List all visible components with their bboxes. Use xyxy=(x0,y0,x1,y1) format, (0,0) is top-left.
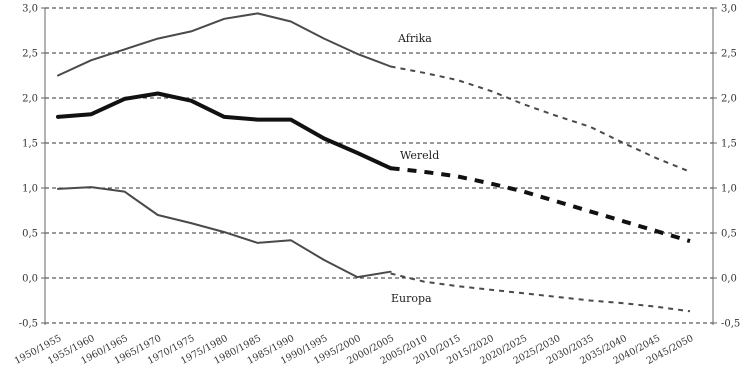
y-tick-label-left: 0,5 xyxy=(22,229,38,240)
series-label-wereld: Wereld xyxy=(400,149,439,162)
y-tick-label-right: 0,0 xyxy=(721,274,737,285)
y-tick-label-left: 3,0 xyxy=(22,4,38,15)
y-tick-label-left: -0,5 xyxy=(19,319,38,330)
series-line-europa-projected xyxy=(390,272,691,313)
y-tick-label-left: 0,0 xyxy=(22,274,38,285)
series-line-wereld-observed xyxy=(56,91,393,171)
series-line-afrika-projected xyxy=(390,65,691,173)
series-line-wereld-projected xyxy=(390,166,691,244)
series-line-afrika-observed xyxy=(57,12,392,77)
y-axis-right-ticks: 3,0 2,5 2,0 1,5 1,0 0,5 0,0 -0,5 xyxy=(713,4,740,330)
x-axis-ticks: 1950/19551955/19601960/19651965/19701970… xyxy=(13,333,696,367)
y-tick-label-right: 0,5 xyxy=(721,229,737,240)
y-tick-label-right: 1,0 xyxy=(721,184,737,195)
y-tick-label-right: 2,5 xyxy=(721,49,737,60)
y-tick-label-right: 3,0 xyxy=(721,4,737,15)
y-tick-label-left: 2,5 xyxy=(22,49,38,60)
y-tick-label-right: -0,5 xyxy=(721,319,740,330)
y-tick-label-right: 2,0 xyxy=(721,94,737,105)
series-label-europa: Europa xyxy=(391,292,432,305)
y-tick-label-left: 1,5 xyxy=(22,139,38,150)
y-tick-label-left: 2,0 xyxy=(22,94,38,105)
y-tick-label-left: 1,0 xyxy=(22,184,38,195)
y-tick-label-right: 1,5 xyxy=(721,139,737,150)
series-line-europa-observed xyxy=(57,186,392,279)
y-axis-left-ticks: 3,0 2,5 2,0 1,5 1,0 0,5 0,0 -0,5 xyxy=(19,4,45,330)
series-label-afrika: Afrika xyxy=(397,32,432,45)
series-layer xyxy=(56,12,691,313)
gridlines xyxy=(45,7,713,324)
